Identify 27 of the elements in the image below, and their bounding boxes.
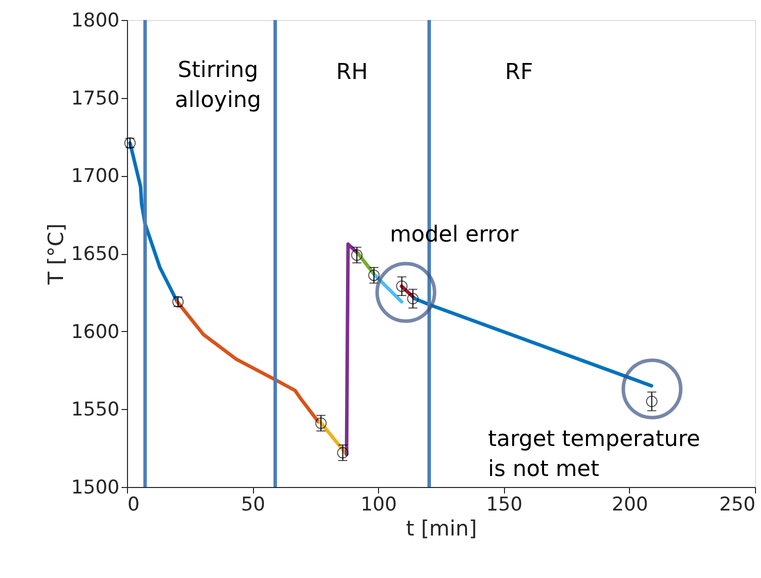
point xyxy=(351,249,363,261)
point xyxy=(646,396,658,408)
annotation: RH xyxy=(336,60,368,85)
x-tick-label: 250 xyxy=(719,494,756,516)
y-tick-label: 1700 xyxy=(71,165,120,188)
point xyxy=(315,417,327,429)
x-tick-label: 150 xyxy=(486,494,522,516)
annotation: target temperature is not met xyxy=(488,426,700,482)
x-axis-title: t [min] xyxy=(406,516,477,540)
y-tick-label: 1800 xyxy=(71,10,120,32)
y-tick-label: 1750 xyxy=(71,87,120,110)
annotation: RF xyxy=(505,60,533,85)
y-tick-label: 1550 xyxy=(71,398,120,421)
point xyxy=(337,447,348,458)
y-tick-label: 1600 xyxy=(71,320,120,343)
y-tick-label: 1650 xyxy=(71,243,120,265)
point xyxy=(407,292,419,304)
y-tick-label: 1500 xyxy=(71,476,120,498)
y-axis-title: T [°C] xyxy=(44,223,68,286)
point xyxy=(368,270,380,281)
x-tick-label: 200 xyxy=(612,494,648,516)
line-series xyxy=(175,300,320,424)
x-tick-label: 0 xyxy=(128,494,140,516)
x-tick-label: 100 xyxy=(360,494,397,516)
x-tick-label: 50 xyxy=(241,494,266,516)
annotation: Stirring alloying xyxy=(174,58,262,113)
point xyxy=(396,280,408,292)
